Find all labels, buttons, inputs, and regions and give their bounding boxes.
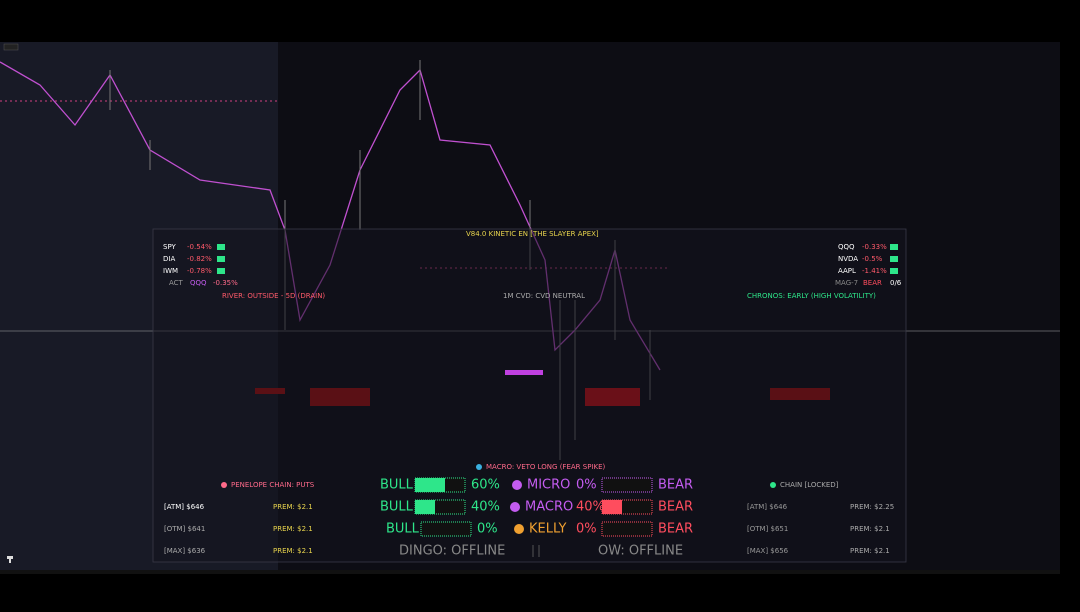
ticker-symbol: QQQ (838, 243, 855, 251)
bull-label: BULL (386, 522, 420, 537)
act-change: -0.35% (213, 279, 238, 287)
bear-label: BEAR (658, 522, 693, 537)
heat-bar (505, 370, 543, 375)
chain-left-title: PENELOPE CHAIN: PUTS (231, 481, 315, 489)
heat-bar (310, 388, 370, 406)
bull-label: BULL (380, 500, 414, 515)
mag7-label: MAG-7 (835, 279, 858, 287)
premium: PREM: $2.1 (273, 503, 313, 511)
bear-label: BEAR (658, 478, 693, 493)
gauge-fill (415, 500, 435, 514)
macro-icon (476, 464, 482, 470)
bear-pct: 0% (576, 522, 597, 537)
ticker-change: -0.78% (187, 267, 212, 275)
cvd-status: 1M CVD: CVD NEUTRAL (503, 292, 585, 300)
bull-pct: 40% (471, 500, 500, 515)
ow-status: OW: OFFLINE (598, 544, 683, 559)
heat-bar (255, 388, 285, 394)
macro-status: MACRO: VETO LONG (FEAR SPIKE) (486, 463, 605, 471)
heat-bar (585, 388, 640, 406)
premium: PREM: $2.1 (850, 525, 890, 533)
ticker-symbol: AAPL (838, 267, 856, 275)
act-symbol: QQQ (190, 279, 207, 287)
strike: [ATM] $646 (747, 503, 788, 511)
gauge-track (601, 477, 653, 493)
gauge-icon (514, 524, 524, 534)
logo (7, 556, 13, 563)
gauge-fill (602, 500, 622, 514)
heat-bar (770, 388, 830, 400)
status-box (890, 268, 898, 274)
gauge-name: KELLY (529, 522, 566, 537)
bull-pct: 0% (477, 522, 498, 537)
chronos-status: CHRONOS: EARLY (HIGH VOLATILITY) (747, 292, 876, 300)
strike: [OTM] $651 (747, 525, 788, 533)
ticker-symbol: SPY (163, 243, 177, 251)
river-status: RIVER: OUTSIDE - 5D (DRAIN) (222, 292, 325, 300)
ticker-change: -0.82% (187, 255, 212, 263)
panel-title: V84.0 KINETIC EN [THE SLAYER APEX] (466, 230, 599, 238)
gauge-name: MACRO (525, 500, 573, 515)
ticker-symbol: DIA (163, 255, 175, 263)
status-box (217, 256, 225, 262)
status-box (890, 256, 898, 262)
chain-icon (221, 482, 227, 488)
act-label: ACT (169, 279, 184, 287)
bull-pct: 60% (471, 478, 500, 493)
bear-pct: 40% (576, 500, 605, 515)
gauge-icon (510, 502, 520, 512)
strike: [ATM] $646 (164, 503, 205, 511)
dingo-status: DINGO: OFFLINE (399, 544, 505, 559)
ticker-change: -0.5% (862, 255, 883, 263)
menu-button[interactable] (3, 43, 19, 51)
gauge-track (420, 521, 472, 537)
ticker-change: -0.33% (862, 243, 887, 251)
premium: PREM: $2.1 (273, 547, 313, 555)
time-axis (0, 570, 1060, 574)
mag7-signal: BEAR (863, 279, 882, 287)
bull-label: BULL (380, 478, 414, 493)
chain-icon (770, 482, 776, 488)
bear-pct: 0% (576, 478, 597, 493)
gauge-icon (512, 480, 522, 490)
chain-right-title: CHAIN [LOCKED] (780, 481, 839, 489)
status-box (217, 268, 225, 274)
strike: [MAX] $636 (164, 547, 206, 555)
premium: PREM: $2.25 (850, 503, 894, 511)
ticker-symbol: IWM (163, 267, 178, 275)
ticker-change: -0.54% (187, 243, 212, 251)
ticker-symbol: NVDA (838, 255, 858, 263)
gauge-track (601, 521, 653, 537)
gauge-name: MICRO (527, 478, 570, 493)
strike: [MAX] $656 (747, 547, 789, 555)
bear-label: BEAR (658, 500, 693, 515)
premium: PREM: $2.1 (850, 547, 890, 555)
status-box (217, 244, 225, 250)
ticker-change: -1.41% (862, 267, 887, 275)
gauge-fill (415, 478, 445, 492)
mag7-count: 0/6 (890, 279, 902, 287)
premium: PREM: $2.1 (273, 525, 313, 533)
status-box (890, 244, 898, 250)
strike: [OTM] $641 (164, 525, 205, 533)
